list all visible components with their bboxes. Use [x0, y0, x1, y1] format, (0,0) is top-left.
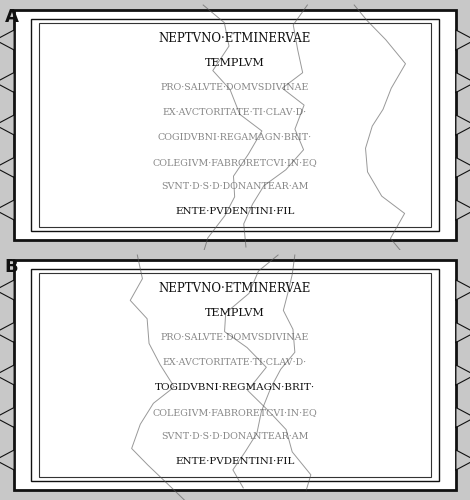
Text: ENTE·PVDENTINI·FIL: ENTE·PVDENTINI·FIL	[175, 207, 295, 216]
Text: TEMPLVM: TEMPLVM	[205, 308, 265, 318]
Bar	[31, 18, 439, 231]
Text: COGIDVBNI·REGAMAGN·BRIT·: COGIDVBNI·REGAMAGN·BRIT·	[158, 133, 312, 142]
Text: COLEGIVM·FABRORETCVI·IN·EQ: COLEGIVM·FABRORETCVI·IN·EQ	[153, 158, 317, 166]
Text: TOGIDVBNI·REGMAGN·BRIT·: TOGIDVBNI·REGMAGN·BRIT·	[155, 383, 315, 392]
Text: EX·AVCTORITATE·TI·CLAV·D·: EX·AVCTORITATE·TI·CLAV·D·	[163, 358, 307, 367]
Polygon shape	[456, 72, 470, 92]
Polygon shape	[456, 30, 470, 50]
Polygon shape	[0, 322, 14, 342]
Text: EX·AVCTORITATE·TI·CLAV·D·: EX·AVCTORITATE·TI·CLAV·D·	[163, 108, 307, 117]
Polygon shape	[456, 365, 470, 385]
Polygon shape	[0, 280, 14, 300]
Bar	[39, 273, 431, 477]
Bar	[39, 23, 431, 227]
Polygon shape	[0, 158, 14, 178]
Polygon shape	[0, 365, 14, 385]
Polygon shape	[456, 322, 470, 342]
Polygon shape	[0, 72, 14, 92]
Text: ENTE·PVDENTINI·FIL: ENTE·PVDENTINI·FIL	[175, 457, 295, 466]
Bar	[31, 268, 439, 481]
Text: PRO·SALVTE·DOMVSDIVINAE: PRO·SALVTE·DOMVSDIVINAE	[161, 334, 309, 342]
Text: TEMPLVM: TEMPLVM	[205, 58, 265, 68]
Text: SVNT·D·S·D·DONANTEAR·AM: SVNT·D·S·D·DONANTEAR·AM	[161, 182, 309, 192]
Text: A: A	[5, 8, 19, 26]
Text: NEPTVNO·ETMINERVAE: NEPTVNO·ETMINERVAE	[159, 282, 311, 294]
Polygon shape	[456, 200, 470, 220]
Text: COLEGIVM·FABRORETCVI·IN·EQ: COLEGIVM·FABRORETCVI·IN·EQ	[153, 408, 317, 416]
Text: PRO·SALVTE·DOMVSDIVINAE: PRO·SALVTE·DOMVSDIVINAE	[161, 84, 309, 92]
Polygon shape	[456, 408, 470, 428]
Polygon shape	[456, 115, 470, 135]
Polygon shape	[0, 30, 14, 50]
Polygon shape	[456, 158, 470, 178]
Polygon shape	[0, 115, 14, 135]
Text: SVNT·D·S·D·DONANTEAR·AM: SVNT·D·S·D·DONANTEAR·AM	[161, 432, 309, 442]
Polygon shape	[456, 280, 470, 300]
Polygon shape	[0, 408, 14, 428]
Polygon shape	[0, 450, 14, 470]
Text: NEPTVNO·ETMINERVAE: NEPTVNO·ETMINERVAE	[159, 32, 311, 45]
Polygon shape	[0, 200, 14, 220]
Polygon shape	[456, 450, 470, 470]
Text: B: B	[5, 258, 18, 276]
